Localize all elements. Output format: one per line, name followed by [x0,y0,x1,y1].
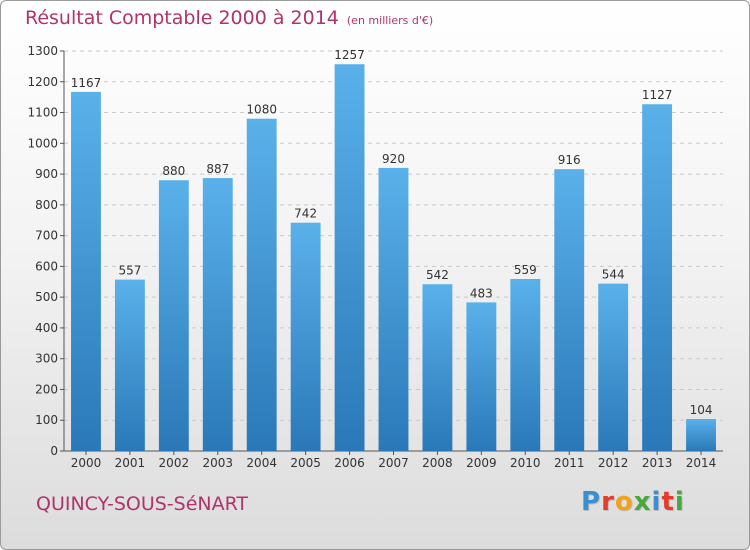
bar [642,104,673,451]
x-tick-label: 2001 [115,456,146,470]
chart-subtitle: (en milliers d'€) [346,14,434,27]
x-tick-label: 2000 [71,456,102,470]
data-label: 542 [426,268,449,282]
bar [114,279,145,451]
y-tick-label: 200 [35,382,58,396]
bar [71,91,101,451]
bar [598,283,629,451]
y-tick-label: 1000 [27,136,58,150]
x-tick-label: 2002 [159,456,190,470]
data-label: 1080 [246,103,277,117]
data-label: 887 [206,162,229,176]
y-tick-label: 800 [35,198,58,212]
x-tick-label: 2011 [554,456,585,470]
data-label: 916 [558,153,581,167]
bar [422,284,453,451]
x-tick-label: 2010 [510,456,541,470]
y-tick-label: 700 [35,229,58,243]
y-tick-label: 400 [35,321,58,335]
x-tick-label: 2008 [422,456,453,470]
logo-letter: i [651,487,662,517]
y-tick-label: 600 [35,259,58,273]
bar [202,178,233,452]
data-label: 1167 [71,76,102,90]
data-label: 742 [294,207,317,221]
x-tick-label: 2009 [466,456,497,470]
y-tick-label: 900 [35,167,58,181]
y-tick-label: 100 [35,413,58,427]
logo-letter: r [601,487,615,517]
bar [158,180,189,451]
x-tick-label: 2003 [202,456,233,470]
data-label: 1127 [642,88,673,102]
data-label: 920 [382,152,405,166]
y-tick-label: 300 [35,352,58,366]
logo-letter: t [661,487,675,517]
data-label: 1257 [334,48,365,62]
y-tick-label: 1100 [27,106,58,120]
bar [378,167,409,451]
x-tick-label: 2004 [246,456,277,470]
x-tick-label: 2012 [598,456,629,470]
chart-title-text: Résultat Comptable 2000 à 2014 [25,7,339,29]
y-tick-label: 1200 [27,75,58,89]
bar [510,279,541,451]
bar [246,118,277,451]
chart-title: Résultat Comptable 2000 à 2014 (en millie… [25,7,433,29]
data-label: 104 [690,403,713,417]
x-tick-label: 2005 [290,456,321,470]
bar [334,64,365,451]
bar [466,302,497,451]
bar [290,222,321,451]
y-tick-label: 0 [50,444,58,458]
x-tick-label: 2013 [642,456,673,470]
data-label: 880 [162,164,185,178]
bar [554,169,585,451]
logo-letter: x [633,487,652,517]
x-tick-label: 2014 [686,456,717,470]
data-label: 544 [602,268,625,282]
y-tick-label: 1300 [27,44,58,58]
logo-letter: o [614,487,634,517]
data-label: 557 [118,264,141,278]
proxiti-logo[interactable]: Proxiti [581,487,685,517]
data-label: 483 [470,286,493,300]
x-tick-label: 2006 [334,456,365,470]
city-name: QUINCY-SOUS-SéNART [36,493,249,515]
y-tick-label: 500 [35,290,58,304]
bar [686,419,716,451]
logo-letter: i [674,487,685,517]
x-tick-label: 2007 [378,456,409,470]
logo-letter: P [581,487,602,517]
data-label: 559 [514,263,537,277]
